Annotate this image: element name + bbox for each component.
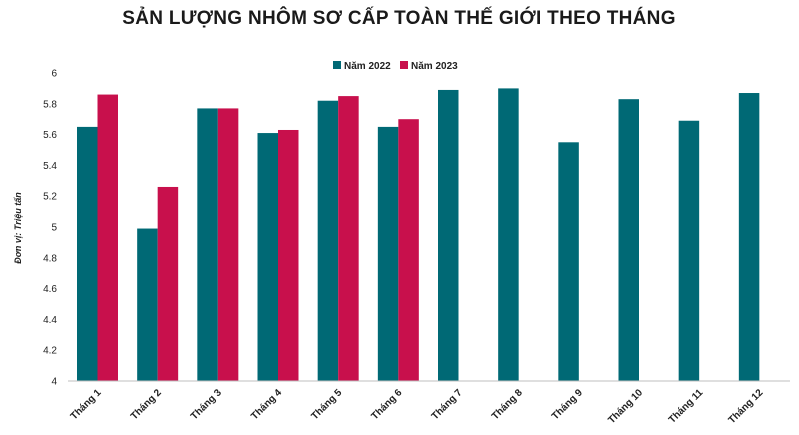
x-tick-label: Tháng 7 [430,387,465,422]
legend-label-2023: Năm 2023 [411,61,458,72]
y-tick-label: 5.8 [43,99,57,110]
x-axis-ticks: Tháng 1 Tháng 2 Tháng 3 Tháng 4 Tháng 5 Tháng… [69,387,766,426]
x-tick-label: Tháng 12 [727,387,766,426]
y-tick-label: 5.4 [43,161,57,172]
bar-2022-month-4 [257,133,278,381]
bar-2023-month-2 [157,186,179,381]
bar-2022-month-6 [377,126,399,382]
bar-2023-month-1 [97,94,118,381]
bar-2023-month-5 [338,96,359,381]
bar-2022-month-5 [317,100,339,381]
legend-label-2022: Năm 2022 [344,61,391,72]
y-tick-label: 5 [51,223,57,234]
bar-2022-month-7 [438,89,459,381]
bar-2022-month-2 [137,228,158,381]
bar-2023-month-3 [217,108,239,382]
x-tick-label: Tháng 3 [189,387,224,422]
x-tick-label: Tháng 11 [667,387,706,426]
x-tick-label: Tháng 5 [309,387,344,422]
x-tick-label: Tháng 1 [69,387,104,422]
bar-2023-month-4 [278,129,299,381]
bar-2022-month-10 [618,99,639,382]
y-tick-label: 5.2 [43,192,57,203]
legend-swatch-2023 [400,61,408,69]
y-tick-label: 6 [51,69,57,80]
bar-2022-month-12 [738,93,760,382]
bar-2022-month-8 [498,88,519,382]
bars [77,88,760,382]
x-tick-label: Tháng 10 [606,387,645,426]
x-tick-label: Tháng 4 [249,387,284,422]
x-tick-label: Tháng 2 [129,387,164,422]
legend-swatch-2022 [333,61,341,69]
x-tick-label: Tháng 9 [550,387,585,422]
bar-2022-month-11 [678,120,700,382]
x-tick-label: Tháng 6 [370,387,405,422]
bar-2022-month-9 [558,142,579,381]
y-tick-label: 5.6 [43,130,57,141]
bar-2022-month-3 [197,108,218,382]
bar-2022-month-1 [77,126,98,382]
y-tick-label: 4.4 [43,315,57,326]
legend: Năm 2022 Năm 2023 [333,61,458,72]
x-tick-label: Tháng 8 [490,387,525,422]
y-tick-label: 4 [51,377,57,388]
y-tick-label: 4.6 [43,284,57,295]
chart-title: SẢN LƯỢNG NHÔM SƠ CẤP TOÀN THẾ GIỚI THEO… [122,7,676,29]
y-axis-ticks: 4 4.2 4.4 4.6 4.8 5 5.2 5.4 5.6 5.8 6 [43,69,57,388]
bar-2023-month-6 [398,119,419,381]
y-axis-label: Đơn vị: Triệu tấn [13,192,23,264]
y-tick-label: 4.8 [43,253,57,264]
y-tick-label: 4.2 [43,346,57,357]
